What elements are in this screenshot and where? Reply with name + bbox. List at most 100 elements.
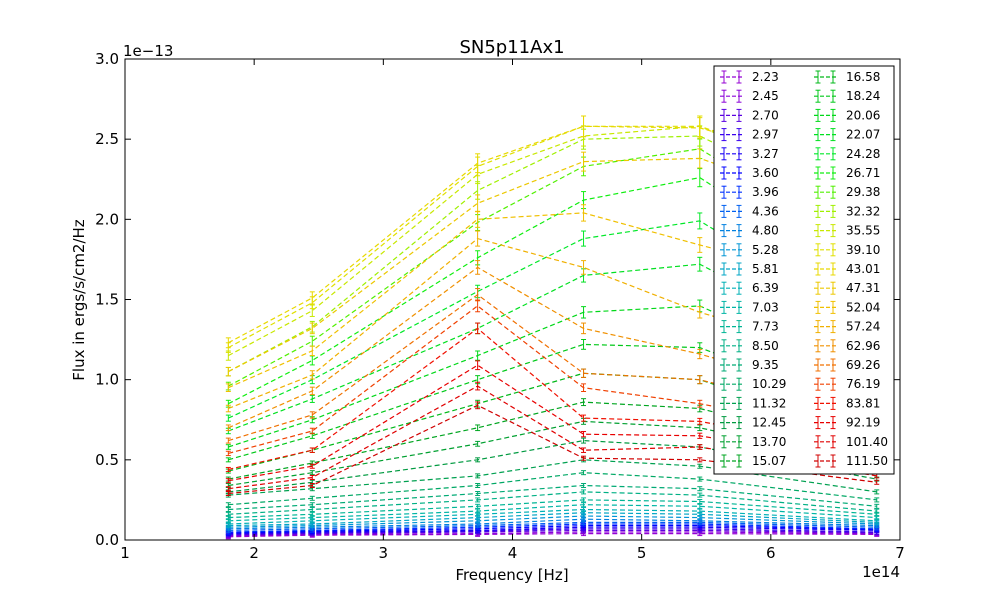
legend-label: 7.73 bbox=[752, 320, 779, 334]
series-7.73 bbox=[225, 497, 880, 521]
legend-label: 8.50 bbox=[752, 339, 779, 353]
legend-entry-20.06: 20.06 bbox=[814, 108, 880, 122]
series-line bbox=[228, 305, 877, 454]
legend-label: 24.28 bbox=[846, 147, 880, 161]
legend-label: 39.10 bbox=[846, 243, 880, 257]
legend-entry-52.04: 52.04 bbox=[814, 300, 880, 314]
legend-label: 69.26 bbox=[846, 358, 880, 372]
legend-entry-111.50: 111.50 bbox=[814, 454, 888, 468]
legend-entry-26.71: 26.71 bbox=[814, 166, 880, 180]
x-tick-label: 2 bbox=[249, 544, 259, 562]
legend-entry-7.73: 7.73 bbox=[720, 320, 779, 334]
legend-label: 5.81 bbox=[752, 262, 779, 276]
legend-label: 20.06 bbox=[846, 108, 880, 122]
y-tick-label: 0.5 bbox=[95, 451, 119, 469]
legend-entry-3.27: 3.27 bbox=[720, 147, 779, 161]
legend-label: 26.71 bbox=[846, 166, 880, 180]
legend-entry-9.35: 9.35 bbox=[720, 358, 779, 372]
x-axis-label: Frequency [Hz] bbox=[455, 566, 568, 584]
chart-title: SN5p11Ax1 bbox=[459, 37, 564, 58]
legend-items: 2.23 2.45 2.70 2.97 3.27 3.60 3.96 4.36 4.80 5.28… bbox=[720, 70, 888, 468]
legend-entry-10.29: 10.29 bbox=[720, 377, 786, 391]
legend-label: 5.28 bbox=[752, 243, 779, 257]
legend-entry-101.40: 101.40 bbox=[814, 435, 888, 449]
legend-label: 3.60 bbox=[752, 166, 779, 180]
legend-entry-76.19: 76.19 bbox=[814, 377, 880, 391]
legend-entry-24.28: 24.28 bbox=[814, 147, 880, 161]
legend-entry-2.70: 2.70 bbox=[720, 108, 779, 122]
legend-label: 9.35 bbox=[752, 358, 779, 372]
legend-entry-12.45: 12.45 bbox=[720, 416, 786, 430]
legend-entry-13.70: 13.70 bbox=[720, 435, 786, 449]
y-tick-label: 3.0 bbox=[95, 50, 119, 68]
legend-entry-3.96: 3.96 bbox=[720, 185, 779, 199]
x-tick-label: 3 bbox=[379, 544, 389, 562]
legend-label: 43.01 bbox=[846, 262, 880, 276]
legend-label: 18.24 bbox=[846, 89, 880, 103]
legend-label: 22.07 bbox=[846, 128, 880, 142]
legend-entry-92.19: 92.19 bbox=[814, 416, 880, 430]
legend-entry-69.26: 69.26 bbox=[814, 358, 880, 372]
y-axis-label: Flux in ergs/s/cm2/Hz bbox=[70, 219, 88, 381]
legend-entry-39.10: 39.10 bbox=[814, 243, 880, 257]
legend-entry-16.58: 16.58 bbox=[814, 70, 880, 84]
y-offset-label: 1e−13 bbox=[123, 42, 173, 60]
series-10.29 bbox=[225, 470, 880, 508]
legend-entry-7.03: 7.03 bbox=[720, 300, 779, 314]
legend-label: 6.39 bbox=[752, 281, 779, 295]
legend-label: 92.19 bbox=[846, 416, 880, 430]
tick-layer: 1 2 3 4 5 6 7 0.0 0.5 1.0 1.5 2.0 2.5 3.0 bbox=[95, 50, 905, 562]
legend-label: 7.03 bbox=[752, 300, 779, 314]
legend-label: 57.24 bbox=[846, 320, 880, 334]
legend-label: 16.58 bbox=[846, 70, 880, 84]
series-line bbox=[228, 220, 878, 419]
legend-label: 52.04 bbox=[846, 300, 880, 314]
legend-label: 3.96 bbox=[752, 185, 779, 199]
legend-entry-29.38: 29.38 bbox=[814, 185, 880, 199]
legend: 2.23 2.45 2.70 2.97 3.27 3.60 3.96 4.36 4.80 5.28… bbox=[713, 65, 895, 475]
legend-entry-11.32: 11.32 bbox=[720, 396, 786, 410]
legend-label: 32.32 bbox=[846, 204, 880, 218]
series-101.40 bbox=[225, 381, 880, 492]
legend-entry-22.07: 22.07 bbox=[814, 128, 880, 142]
series-9.35 bbox=[225, 482, 880, 513]
legend-entry-2.97: 2.97 bbox=[720, 128, 779, 142]
legend-entry-32.32: 32.32 bbox=[814, 204, 880, 218]
legend-entry-2.23: 2.23 bbox=[720, 70, 779, 84]
legend-label: 15.07 bbox=[752, 454, 786, 468]
legend-label: 4.80 bbox=[752, 224, 779, 238]
legend-entry-5.81: 5.81 bbox=[720, 262, 779, 276]
legend-label: 12.45 bbox=[752, 416, 786, 430]
y-tick-label: 2.0 bbox=[95, 210, 119, 228]
legend-label: 13.70 bbox=[752, 435, 786, 449]
legend-entry-18.24: 18.24 bbox=[814, 89, 880, 103]
x-tick-label: 6 bbox=[766, 544, 776, 562]
legend-label: 10.29 bbox=[752, 377, 786, 391]
legend-box bbox=[713, 65, 895, 475]
legend-label: 62.96 bbox=[846, 339, 880, 353]
series-line bbox=[228, 125, 877, 344]
x-tick-label: 1 bbox=[120, 544, 130, 562]
legend-label: 29.38 bbox=[846, 185, 880, 199]
x-tick-label: 4 bbox=[508, 544, 518, 562]
legend-label: 3.27 bbox=[752, 147, 779, 161]
legend-entry-6.39: 6.39 bbox=[720, 281, 779, 295]
legend-entry-35.55: 35.55 bbox=[814, 224, 880, 238]
legend-entry-57.24: 57.24 bbox=[814, 320, 880, 334]
legend-label: 2.70 bbox=[752, 108, 779, 122]
legend-label: 11.32 bbox=[752, 396, 786, 410]
legend-label: 76.19 bbox=[846, 377, 880, 391]
legend-entry-15.07: 15.07 bbox=[720, 454, 786, 468]
legend-label: 4.36 bbox=[752, 204, 779, 218]
legend-entry-2.45: 2.45 bbox=[720, 89, 779, 103]
legend-entry-4.80: 4.80 bbox=[720, 224, 779, 238]
x-offset-label: 1e14 bbox=[862, 563, 900, 581]
legend-label: 47.31 bbox=[846, 281, 880, 295]
series-8.50 bbox=[225, 489, 880, 517]
y-tick-label: 0.0 bbox=[95, 531, 119, 549]
y-tick-label: 1.0 bbox=[95, 371, 119, 389]
y-tick-label: 1.5 bbox=[95, 291, 119, 309]
legend-label: 2.45 bbox=[752, 89, 779, 103]
x-tick-label: 5 bbox=[637, 544, 647, 562]
